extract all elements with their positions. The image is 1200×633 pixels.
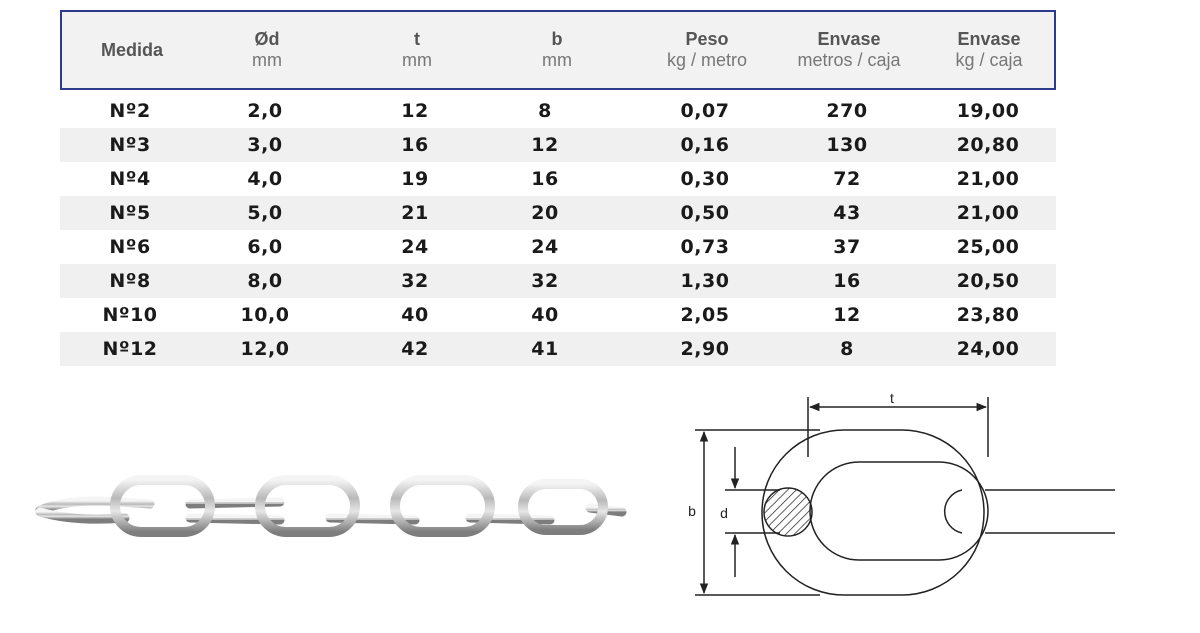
cell-medida: Nº3 <box>109 134 151 156</box>
cell-peso: 0,16 <box>680 134 730 156</box>
cell-diameter: 2,0 <box>247 100 283 122</box>
table-row: Nº12 12,0 42 41 2,90 8 24,00 <box>60 332 1056 366</box>
wire-section <box>763 487 813 537</box>
cell-b: 16 <box>531 168 559 190</box>
header-envase-kg: Envase kg / caja <box>924 12 1054 88</box>
cell-t: 24 <box>401 236 429 258</box>
cell-b: 40 <box>531 304 559 326</box>
cell-envase-kg: 20,50 <box>956 270 1020 292</box>
table-row: Nº10 10,0 40 40 2,05 12 23,80 <box>60 298 1056 332</box>
link-outer-outline <box>761 429 985 596</box>
cell-t: 16 <box>401 134 429 156</box>
table-row: Nº5 5,0 21 20 0,50 43 21,00 <box>60 196 1056 230</box>
chain-link-diagram: t b d <box>688 390 1115 596</box>
cell-t: 12 <box>401 100 429 122</box>
header-main: Envase <box>957 29 1021 50</box>
header-diameter: Ød mm <box>202 12 332 88</box>
cell-medida: Nº5 <box>109 202 151 224</box>
cell-envase-metros: 16 <box>833 270 861 292</box>
table-body: Nº2 2,0 12 8 0,07 270 19,00 Nº3 3,0 16 1… <box>60 94 1056 366</box>
cell-medida: Nº4 <box>109 168 151 190</box>
header-unit: kg / metro <box>666 50 748 70</box>
header-main: t <box>414 29 420 50</box>
cell-envase-metros: 130 <box>826 134 868 156</box>
header-main: b <box>551 29 563 50</box>
label-d: d <box>720 505 728 521</box>
cell-envase-metros: 270 <box>826 100 868 122</box>
header-medida: Medida <box>62 12 202 88</box>
cell-medida: Nº8 <box>109 270 151 292</box>
cell-b: 8 <box>538 100 552 122</box>
header-envase-metros: Envase metros / caja <box>774 12 924 88</box>
cell-medida: Nº2 <box>109 100 151 122</box>
cell-b: 24 <box>531 236 559 258</box>
chain-side-links <box>35 496 627 525</box>
header-main: Envase <box>817 29 881 50</box>
cell-peso: 1,30 <box>680 270 730 292</box>
table-row: Nº8 8,0 32 32 1,30 16 20,50 <box>60 264 1056 298</box>
cell-medida: Nº10 <box>102 304 158 326</box>
label-b: b <box>688 503 696 519</box>
chain-photo <box>35 475 627 537</box>
cell-diameter: 5,0 <box>247 202 283 224</box>
cell-t: 21 <box>401 202 429 224</box>
cell-diameter: 6,0 <box>247 236 283 258</box>
cell-envase-kg: 20,80 <box>956 134 1020 156</box>
cell-envase-metros: 72 <box>833 168 861 190</box>
cell-envase-kg: 23,80 <box>956 304 1020 326</box>
table-header: Medida Ød mm t mm b mm Peso kg / metro E… <box>60 10 1056 90</box>
cell-peso: 0,50 <box>680 202 730 224</box>
cell-envase-metros: 12 <box>833 304 861 326</box>
cell-b: 12 <box>531 134 559 156</box>
cell-medida: Nº12 <box>102 338 158 360</box>
header-peso: Peso kg / metro <box>642 12 772 88</box>
header-unit: mm <box>252 50 282 70</box>
label-t: t <box>890 390 894 406</box>
cell-diameter: 8,0 <box>247 270 283 292</box>
cell-peso: 2,05 <box>680 304 730 326</box>
cell-t: 19 <box>401 168 429 190</box>
header-unit: metros / caja <box>797 50 901 70</box>
cell-peso: 0,73 <box>680 236 730 258</box>
header-main: Ød <box>254 29 280 50</box>
cell-envase-kg: 24,00 <box>956 338 1020 360</box>
cell-envase-metros: 43 <box>833 202 861 224</box>
cell-t: 32 <box>401 270 429 292</box>
header-unit: mm <box>402 50 432 70</box>
cell-diameter: 12,0 <box>240 338 290 360</box>
table-row: Nº3 3,0 16 12 0,16 130 20,80 <box>60 128 1056 162</box>
cell-b: 41 <box>531 338 559 360</box>
link-inner-outline <box>809 461 989 561</box>
header-b: b mm <box>492 12 622 88</box>
cell-peso: 2,90 <box>680 338 730 360</box>
cell-peso: 0,07 <box>680 100 730 122</box>
cell-t: 40 <box>401 304 429 326</box>
chain-face-links <box>110 475 608 537</box>
header-main: Peso <box>685 29 729 50</box>
spec-table: Medida Ød mm t mm b mm Peso kg / metro E… <box>60 10 1056 366</box>
cell-envase-kg: 21,00 <box>956 168 1020 190</box>
cell-medida: Nº6 <box>109 236 151 258</box>
cell-b: 20 <box>531 202 559 224</box>
cell-envase-metros: 37 <box>833 236 861 258</box>
cell-b: 32 <box>531 270 559 292</box>
table-row: Nº6 6,0 24 24 0,73 37 25,00 <box>60 230 1056 264</box>
cell-envase-kg: 25,00 <box>956 236 1020 258</box>
header-main: Medida <box>100 39 163 60</box>
cell-diameter: 4,0 <box>247 168 283 190</box>
cell-diameter: 3,0 <box>247 134 283 156</box>
header-unit: mm <box>542 50 572 70</box>
header-t: t mm <box>352 12 482 88</box>
cell-t: 42 <box>401 338 429 360</box>
cell-envase-kg: 19,00 <box>956 100 1020 122</box>
cell-diameter: 10,0 <box>240 304 290 326</box>
table-row: Nº4 4,0 19 16 0,30 72 21,00 <box>60 162 1056 196</box>
header-unit: kg / caja <box>955 50 1023 70</box>
cell-peso: 0,30 <box>680 168 730 190</box>
cell-envase-kg: 21,00 <box>956 202 1020 224</box>
cell-envase-metros: 8 <box>840 338 854 360</box>
table-row: Nº2 2,0 12 8 0,07 270 19,00 <box>60 94 1056 128</box>
